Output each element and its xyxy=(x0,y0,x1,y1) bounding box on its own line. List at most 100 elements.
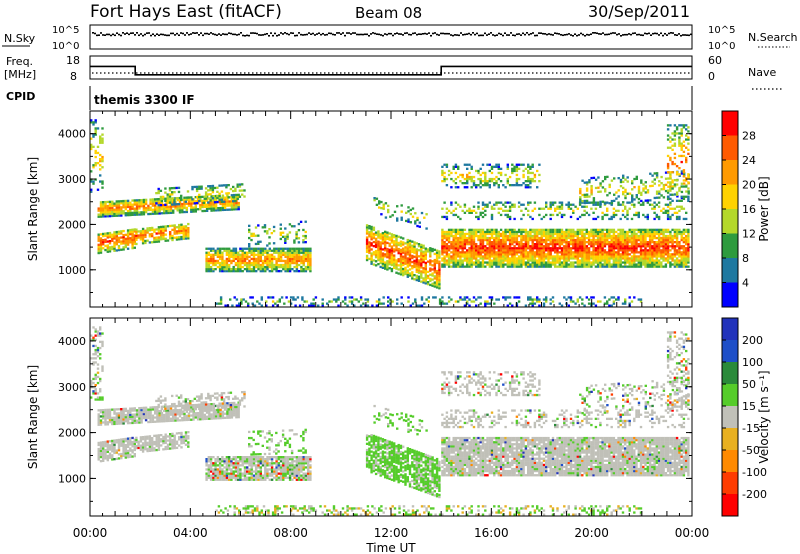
echo-cell xyxy=(461,182,464,185)
echo-cell xyxy=(529,215,532,219)
echo-cell xyxy=(463,228,467,231)
echo-cell xyxy=(408,256,412,259)
echo-cell xyxy=(542,230,546,234)
echo-cell xyxy=(631,182,634,185)
echo-cell xyxy=(240,300,243,303)
echo-cell xyxy=(225,247,229,250)
echo-cell xyxy=(466,263,469,266)
echo-cell xyxy=(624,207,627,210)
echo-cell xyxy=(144,200,148,204)
echo-cell xyxy=(131,199,134,202)
echo-cell xyxy=(187,198,191,201)
echo-cell xyxy=(549,253,552,256)
echo-cell xyxy=(502,241,505,244)
echo-cell xyxy=(221,257,224,261)
echo-cell xyxy=(599,234,602,238)
echo-cell xyxy=(147,204,150,207)
echo-cell xyxy=(549,261,552,264)
echo-cell xyxy=(270,249,274,252)
echo-cell xyxy=(163,205,166,209)
echo-cell xyxy=(400,218,403,221)
echo-cell xyxy=(133,207,136,210)
echo-cell xyxy=(223,198,227,201)
echo-cell xyxy=(411,207,415,210)
echo-cell xyxy=(542,263,546,266)
echo-cell xyxy=(475,211,478,214)
noise-mark xyxy=(688,34,690,37)
echo-cell xyxy=(565,263,568,266)
echo-cell xyxy=(608,245,611,248)
echo-cell xyxy=(635,265,638,268)
echo-cell xyxy=(484,209,487,212)
echo-cell xyxy=(662,232,665,236)
echo-cell xyxy=(250,263,253,267)
echo-cell xyxy=(560,238,564,242)
echo-cell xyxy=(513,255,516,258)
echo-cell xyxy=(454,228,458,231)
echo-cell xyxy=(187,231,190,234)
noise-mark xyxy=(534,34,536,37)
echo-cell xyxy=(524,247,528,250)
echo-cell xyxy=(640,179,643,182)
echo-cell xyxy=(406,261,409,264)
noise-mark xyxy=(572,34,574,37)
echo-cell xyxy=(603,238,607,242)
echo-cell xyxy=(504,243,507,246)
echo-cell xyxy=(386,262,389,265)
echo-cell xyxy=(657,201,661,204)
echo-cell xyxy=(488,261,491,264)
echo-cell xyxy=(542,265,546,268)
echo-cell xyxy=(420,270,423,273)
echo-cell xyxy=(680,170,684,173)
echo-cell xyxy=(173,226,176,229)
echo-cell xyxy=(678,232,681,236)
echo-cell xyxy=(445,207,449,210)
echo-cell xyxy=(216,190,219,193)
echo-cell xyxy=(481,207,485,210)
echo-cell xyxy=(117,206,121,209)
echo-cell xyxy=(113,231,116,234)
echo-cell xyxy=(302,228,305,232)
echo-cell xyxy=(459,253,462,256)
echo-cell xyxy=(497,238,500,242)
echo-cell xyxy=(308,304,311,307)
echo-cell xyxy=(585,255,588,258)
echo-cell xyxy=(583,253,586,256)
echo-cell xyxy=(533,243,537,246)
noise-mark xyxy=(614,32,616,34)
echo-cell xyxy=(644,181,647,184)
echo-cell xyxy=(651,207,654,210)
noise-left-tick-top: 10^5 xyxy=(52,25,79,36)
echo-cell xyxy=(479,186,482,189)
echo-cell xyxy=(190,202,193,205)
echo-cell xyxy=(108,210,112,214)
echo-cell xyxy=(250,247,253,250)
echo-cell xyxy=(156,200,159,203)
echo-cell xyxy=(524,251,528,254)
echo-cell xyxy=(578,228,582,231)
echo-cell xyxy=(447,209,451,212)
echo-cell xyxy=(660,232,663,236)
echo-cell xyxy=(166,195,169,198)
echo-cell xyxy=(255,261,258,265)
echo-cell xyxy=(619,257,622,260)
echo-cell xyxy=(671,185,675,188)
noise-mark xyxy=(570,34,572,36)
echo-cell xyxy=(314,296,318,299)
echo-cell xyxy=(576,253,579,256)
echo-cell xyxy=(268,249,271,252)
echo-cell xyxy=(563,213,566,217)
echo-cell xyxy=(533,180,537,183)
echo-cell xyxy=(477,177,480,181)
echo-cell xyxy=(129,241,132,244)
echo-cell xyxy=(220,190,224,193)
echo-cell xyxy=(286,255,290,258)
echo-cell xyxy=(531,163,534,166)
echo-cell xyxy=(549,205,552,208)
echo-cell xyxy=(538,251,541,254)
echo-cell xyxy=(666,238,670,242)
echo-cell xyxy=(452,234,455,238)
echo-cell xyxy=(675,249,679,252)
echo-cell xyxy=(409,212,412,216)
echo-cell xyxy=(158,212,161,215)
